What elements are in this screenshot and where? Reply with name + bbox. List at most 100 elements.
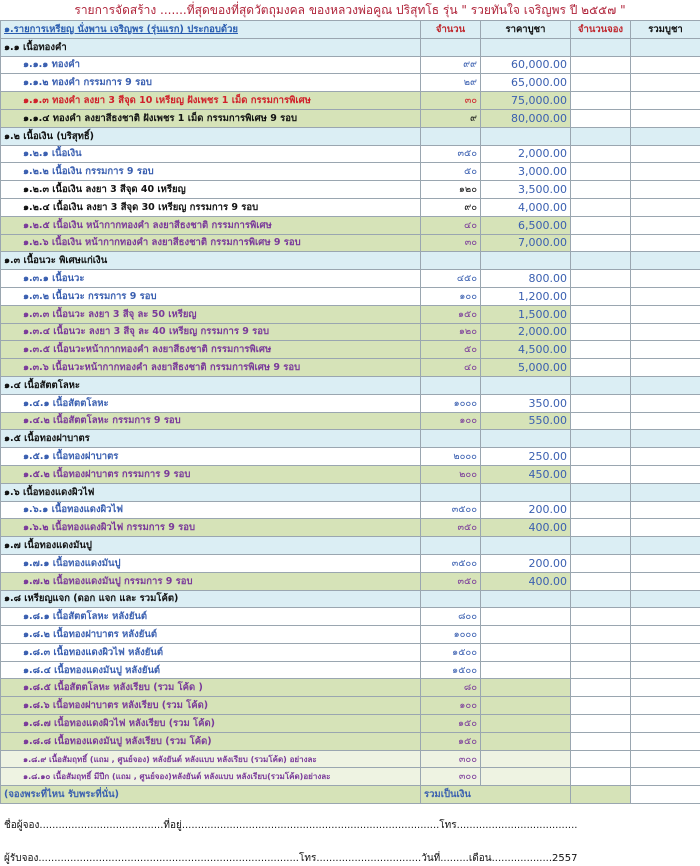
cell (630, 322, 700, 342)
footer-note: (จองพระที่ไหน รับพระที่นั่น) (0, 785, 421, 805)
item-qty: ๓๕๐๐ (420, 500, 481, 520)
item-label: ๑.๘.๖ เนื้อทองฝาบาตร หลังเรียบ (รวม โค้ด… (0, 696, 421, 716)
section-row: ๑.๘ เหรียญแจก (ดอก แจก และ รวมโค้ต) (0, 589, 700, 609)
item-price: 3,000.00 (480, 162, 571, 182)
cell (420, 429, 481, 449)
cell (570, 251, 631, 271)
item-price: 2,000.00 (480, 322, 571, 342)
cell (630, 447, 700, 466)
item-price (480, 696, 571, 716)
item-label: ๑.๒.๑ เนื้อเงิน (0, 144, 421, 164)
cell (630, 429, 700, 449)
item-label: ๑.๖.๑ เนื้อทองแดงผิวไฟ (0, 500, 421, 520)
item-label: ๑.๘.๑๐ เนื้อสัมฤทธิ์ มีปีก (แถม , ศูนย์จ… (0, 767, 421, 787)
cell (570, 197, 631, 217)
item-price (480, 607, 571, 627)
item-qty: ๘๐ (420, 678, 481, 698)
item-row: ๑.๘.๒ เนื้อทองฝาบาตร หลังยันต์ ๑๐๐๐ (0, 625, 700, 644)
item-qty: ๔๐ (420, 358, 481, 377)
section-row: ๑.๓ เนื้อนวะ พิเศษแก่เงิน (0, 251, 700, 271)
cell (630, 358, 700, 377)
item-label: ๑.๓.๕ เนื้อนวะหน้ากากทองคำ ลงยาสีธงชาติ … (0, 340, 421, 360)
item-qty: ๙ (420, 108, 481, 128)
item-label: ๑.๒.๒ เนื้อเงิน กรรมการ 9 รอบ (0, 162, 421, 182)
cell (570, 642, 631, 662)
item-label: ๑.๑.๑ ทองคำ (0, 55, 421, 75)
item-label: ๑.๓.๖ เนื้อนวะหน้ากากทองคำ ลงยาสีธงชาติ … (0, 358, 421, 377)
cell (570, 607, 631, 627)
item-row: ๑.๘.๓ เนื้อทองแดงผิวไฟ หลังยันต์ ๑๕๐๐ (0, 642, 700, 662)
section-label: ๑.๑ เนื้อทองคำ (0, 37, 421, 57)
item-row: ๑.๘.๔ เนื้อทองแดงมันปู หลังยันต์ ๑๕๐๐ (0, 660, 700, 680)
item-qty: ๑๕๐ (420, 731, 481, 751)
cell (630, 286, 700, 306)
item-label: ๑.๖.๒ เนื้อทองแดงผิวไฟ กรรมการ 9 รอบ (0, 518, 421, 538)
cell (570, 767, 631, 787)
cell (630, 411, 700, 431)
cell (570, 571, 631, 591)
item-price: 6,500.00 (480, 215, 571, 235)
item-price: 2,000.00 (480, 144, 571, 164)
item-row: ๑.๒.๕ เนื้อเงิน หน้ากากทองคำ ลงยาสีธงชาต… (0, 215, 700, 235)
cell (480, 37, 571, 57)
cell (570, 55, 631, 75)
cell (570, 429, 631, 449)
cell (570, 553, 631, 573)
title: รายการจัดสร้าง .......ที่สุดของที่สุดวัต… (74, 3, 626, 17)
item-qty: ๑๐๐ (420, 286, 481, 306)
item-label: ๑.๔.๒ เนื้อสัตตโลหะ กรรมการ 9 รอบ (0, 411, 421, 431)
cell (570, 340, 631, 360)
item-label: ๑.๓.๔ เนื้อนวะ ลงยา 3 สีจุ ละ 40 เหรียญ … (0, 322, 421, 342)
item-row: ๑.๖.๒ เนื้อทองแดงผิวไฟ กรรมการ 9 รอบ ๓๕๐ 4… (0, 518, 700, 538)
item-label: ๑.๘.๒ เนื้อทองฝาบาตร หลังยันต์ (0, 625, 421, 644)
item-row: ๑.๒.๓ เนื้อเงิน ลงยา 3 สีจุด 40 เหรียญ ๑๒… (0, 180, 700, 199)
cell (570, 411, 631, 431)
item-label: ๑.๘.๔ เนื้อทองแดงมันปู หลังยันต์ (0, 660, 421, 680)
cell (570, 660, 631, 680)
cell (630, 180, 700, 199)
section-row: ๑.๑ เนื้อทองคำ (0, 37, 700, 57)
item-qty: ๓๕๐ (420, 518, 481, 538)
item-row: ๑.๒.๖ เนื้อเงิน หน้ากากทองคำ ลงยาสีธงชาต… (0, 233, 700, 253)
item-price: 550.00 (480, 411, 571, 431)
item-label: ๑.๕.๒ เนื้อทองฝาบาตร กรรมการ 9 รอบ (0, 464, 421, 484)
item-row: ๑.๕.๒ เนื้อทองฝาบาตร กรรมการ 9 รอบ ๒๐๐ 450… (0, 464, 700, 484)
cell (570, 482, 631, 502)
item-qty: ๑๕๐ (420, 304, 481, 324)
item-row: ๑.๓.๑ เนื้อนวะ ๔๕๐ 800.00 (0, 269, 700, 288)
cell (630, 73, 700, 93)
item-price: 75,000.00 (480, 91, 571, 110)
item-label: ๑.๘.๘ เนื้อทองแดงมันปู หลังเรียบ (รวม โค… (0, 731, 421, 751)
cell (420, 251, 481, 271)
cell (570, 37, 631, 57)
cell (630, 126, 700, 146)
section-label: ๑.๗ เนื้อทองแดงมันปู (0, 536, 421, 555)
item-price: 1,500.00 (480, 304, 571, 324)
item-price: 400.00 (480, 518, 571, 538)
item-qty: ๓๐๐ (420, 767, 481, 787)
item-label: ๑.๔.๑ เนื้อสัตตโลหะ (0, 393, 421, 413)
form-line: ชื่อผู้จอง..............................… (4, 820, 578, 832)
item-row: ๑.๓.๕ เนื้อนวะหน้ากากทองคำ ลงยาสีธงชาติ … (0, 340, 700, 360)
item-price: 250.00 (480, 447, 571, 466)
cell (480, 589, 571, 609)
item-label: ๑.๘.๗ เนื้อทองแดงผิวไฟ หลังเรียบ (รวม โค… (0, 714, 421, 733)
item-price: 7,000.00 (480, 233, 571, 253)
item-price: 65,000.00 (480, 73, 571, 93)
cell (630, 607, 700, 627)
item-row: ๑.๑.๒ ทองคำ กรรมการ 9 รอบ ๒๙ 65,000.00 (0, 73, 700, 93)
item-row: ๑.๗.๑ เนื้อทองแดงมันปู ๓๕๐๐ 200.00 (0, 553, 700, 573)
item-price: 3,500.00 (480, 180, 571, 199)
item-qty: ๕๐ (420, 162, 481, 182)
item-row: ๑.๑.๔ ทองคำ ลงยาสีธงชาติ ฝังเพชร 1 เม็ด … (0, 108, 700, 128)
section-row: ๑.๖ เนื้อทองแดงผิวไฟ (0, 482, 700, 502)
item-qty: ๓๕๐ (420, 144, 481, 164)
item-price (480, 625, 571, 644)
cell (570, 500, 631, 520)
cell (570, 447, 631, 466)
cell (630, 571, 700, 591)
cell (570, 375, 631, 395)
section-row: ๑.๗ เนื้อทองแดงมันปู (0, 536, 700, 555)
header-cell: จำนวนจอง (570, 20, 631, 39)
cell (570, 696, 631, 716)
